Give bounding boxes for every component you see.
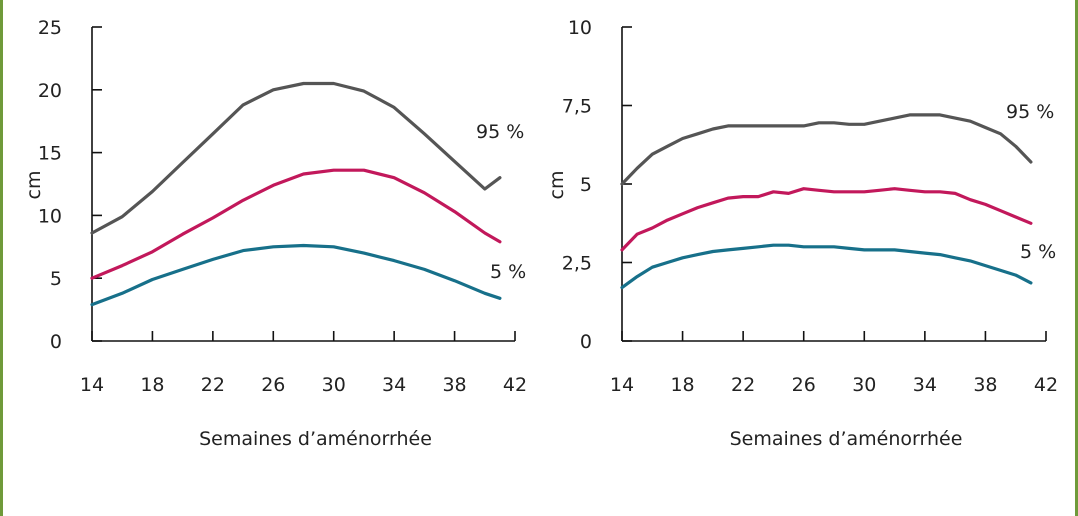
series-label-p5: 5 % <box>1020 241 1056 263</box>
y-tick-label: 2,5 <box>562 253 592 275</box>
x-tick-label: 42 <box>503 374 527 396</box>
series-line-p50 <box>90 168 502 280</box>
y-tick-label: 7,5 <box>562 96 592 118</box>
series-line-p95 <box>620 113 1033 186</box>
y-tick-label: 5 <box>580 174 592 196</box>
x-tick-label: 34 <box>382 374 406 396</box>
x-tick-label: 18 <box>670 374 694 396</box>
x-tick-label: 42 <box>1034 374 1058 396</box>
y-tick-label: 25 <box>38 17 62 39</box>
y-tick-label: 0 <box>580 331 592 353</box>
y-axis-title: cm <box>546 171 568 200</box>
y-tick-label: 10 <box>568 17 592 39</box>
y-tick-label: 10 <box>38 205 62 227</box>
x-tick-label: 34 <box>913 374 937 396</box>
x-axis-title: Semaines d’aménorrhée <box>730 428 963 450</box>
series-label-p95: 95 % <box>476 121 524 143</box>
series-line-p5 <box>90 243 502 307</box>
x-tick-label: 26 <box>261 374 285 396</box>
x-tick-label: 26 <box>792 374 816 396</box>
x-tick-label: 18 <box>140 374 164 396</box>
x-tick-label: 38 <box>442 374 466 396</box>
series-label-p5: 5 % <box>490 261 526 283</box>
x-tick-label: 22 <box>201 374 225 396</box>
y-axis-title: cm <box>23 171 45 200</box>
y-tick-label: 5 <box>50 268 62 290</box>
x-axis-title: Semaines d’aménorrhée <box>199 428 432 450</box>
x-tick-label: 22 <box>731 374 755 396</box>
y-tick-label: 20 <box>38 80 62 102</box>
series-line-p50 <box>620 187 1033 252</box>
y-tick-label: 0 <box>50 331 62 353</box>
x-tick-label: 14 <box>610 374 634 396</box>
chart-right: 0 2,5 5 7,5 10 14 18 22 26 30 34 38 42 cm Semaines d’a… <box>546 17 1058 450</box>
chart-left: 0 5 10 15 20 25 14 18 22 26 30 34 38 42 cm Semaines d’a… <box>23 17 527 450</box>
series-line-p5 <box>620 243 1033 290</box>
series-label-p95: 95 % <box>1006 101 1054 123</box>
x-tick-label: 30 <box>322 374 346 396</box>
y-tick-label: 15 <box>38 143 62 165</box>
x-tick-label: 14 <box>80 374 104 396</box>
x-tick-label: 38 <box>973 374 997 396</box>
series-line-p95 <box>90 81 502 235</box>
x-tick-label: 30 <box>852 374 876 396</box>
